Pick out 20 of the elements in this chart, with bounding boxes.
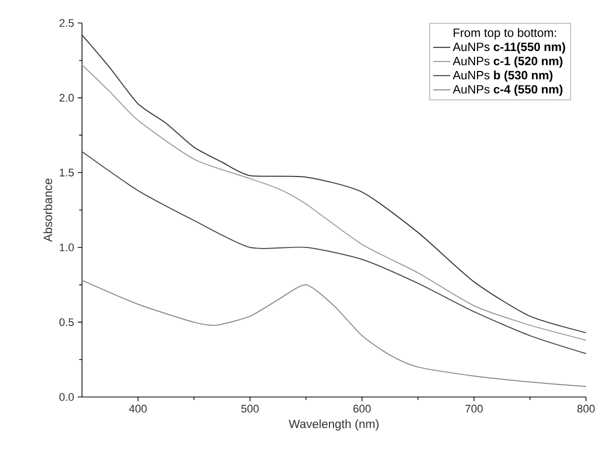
y-tick-label: 2.0 xyxy=(60,94,74,102)
legend-label: AuNPs c-4 (550 nm) xyxy=(452,84,562,96)
x-tick-label: 700 xyxy=(465,404,483,413)
legend-label: AuNPs c-1 (520 nm) xyxy=(452,56,562,68)
y-axis-title: Absorbance xyxy=(43,178,52,242)
x-tick-label: 500 xyxy=(241,404,259,413)
y-tick-label: 1.5 xyxy=(60,168,74,176)
legend-title: From top to bottom: xyxy=(454,28,556,40)
legend-label: AuNPs c-11(550 nm) xyxy=(452,42,566,54)
x-tick-label: 600 xyxy=(353,404,371,413)
x-axis-title: Wavelength (nm) xyxy=(288,419,379,431)
x-tick-label: 800 xyxy=(577,404,595,413)
line-series xyxy=(82,280,587,388)
y-tick-label: 0.5 xyxy=(59,318,74,326)
y-tick-label: 2.5 xyxy=(60,19,74,27)
y-tick-label: 0.0 xyxy=(59,393,74,401)
legend-label: AuNPs b (530 nm) xyxy=(452,70,552,82)
y-tick-label: 1.0 xyxy=(60,244,74,252)
x-tick-label: 400 xyxy=(129,404,147,413)
line-series xyxy=(82,151,587,354)
